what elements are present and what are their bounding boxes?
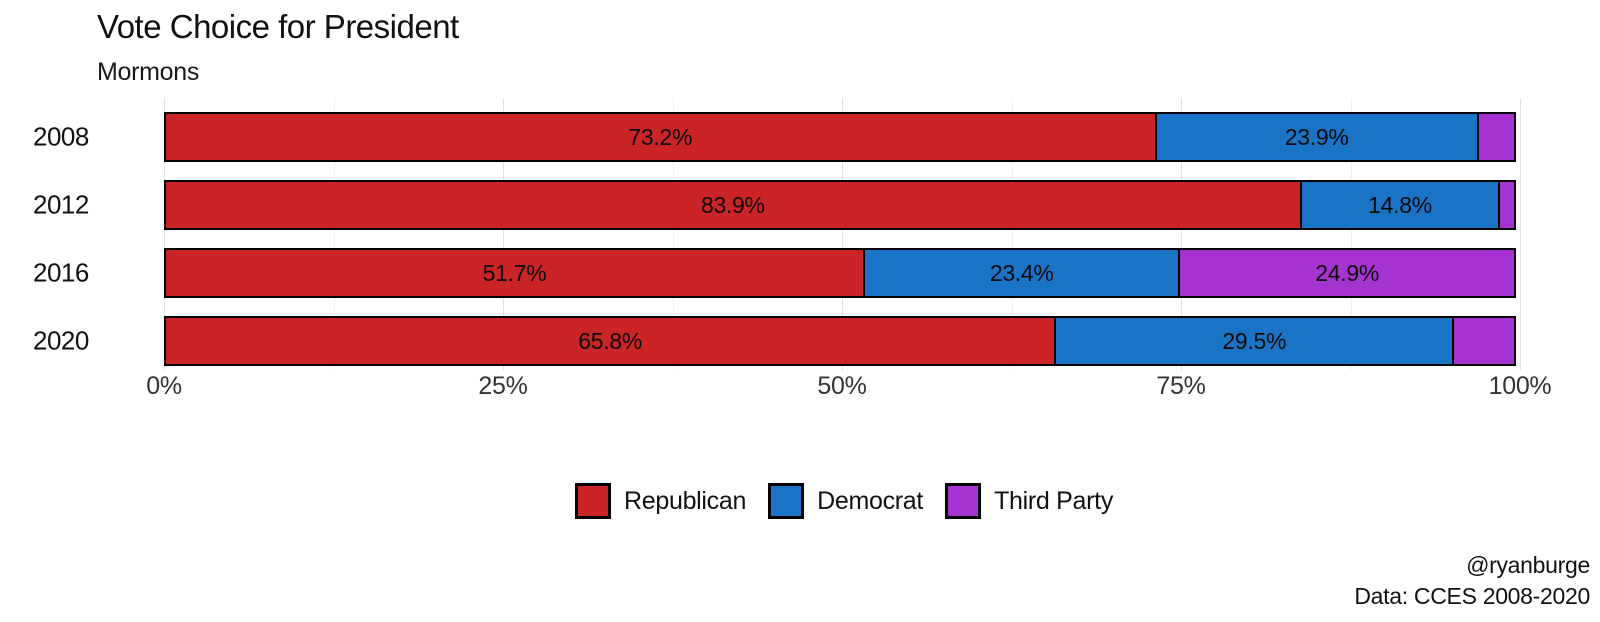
- segment-republican: 83.9%: [164, 180, 1302, 230]
- segment-third-party: [1452, 316, 1516, 366]
- segment-value-label: 23.9%: [1284, 123, 1349, 150]
- x-tick-label: 50%: [817, 372, 867, 400]
- segment-republican: 65.8%: [164, 316, 1057, 366]
- gridline-major: [1520, 98, 1521, 370]
- year-label: 2020: [33, 325, 89, 356]
- segment-value-label: 65.8%: [578, 327, 642, 354]
- segment-republican: 51.7%: [164, 248, 866, 298]
- x-tick-label: 0%: [146, 372, 182, 400]
- gridline-major: [503, 98, 504, 370]
- segment-third-party: [1476, 112, 1516, 162]
- legend-swatch: [945, 483, 982, 519]
- chart-title: Vote Choice for President: [97, 8, 459, 45]
- x-axis: 0% 25% 50% 75% 100%: [146, 372, 1551, 402]
- segment-third-party: 24.9%: [1178, 248, 1516, 298]
- segment-third-party: [1498, 180, 1516, 230]
- caption: @ryanburge Data: CCES 2008-2020: [1354, 550, 1590, 612]
- bar-rows: 2008 73.2% 23.9% 2012 83.9% 14.8% 2016 51.7% 23.…: [33, 112, 1520, 384]
- segment-democrat: 23.9%: [1154, 112, 1479, 162]
- gridline-minor: [672, 98, 674, 370]
- legend-label: Democrat: [817, 486, 924, 515]
- segment-value-label: 29.5%: [1222, 327, 1287, 354]
- legend-swatch: [768, 483, 805, 519]
- gridline-major: [1181, 98, 1182, 370]
- year-label: 2012: [33, 189, 89, 220]
- caption-handle: @ryanburge: [1466, 552, 1590, 578]
- segment-value-label: 73.2%: [628, 123, 693, 150]
- segment-value-label: 83.9%: [700, 191, 765, 218]
- legend-item-republican: Republican: [575, 483, 746, 519]
- bar-row-2016: 2016 51.7% 23.4% 24.9%: [33, 248, 1520, 298]
- plot-panel: [164, 98, 1521, 370]
- segment-value-label: 51.7%: [482, 259, 547, 286]
- bar-row-2012: 2012 83.9% 14.8%: [33, 180, 1520, 230]
- segment-democrat: 14.8%: [1299, 180, 1501, 230]
- bar-row-2020: 2020 65.8% 29.5%: [33, 316, 1520, 366]
- segment-value-label: 24.9%: [1315, 259, 1380, 286]
- gridline-minor: [1011, 98, 1013, 370]
- segment-democrat: 29.5%: [1054, 316, 1455, 366]
- x-tick-label: 75%: [1156, 372, 1206, 400]
- gridline-major: [164, 98, 165, 370]
- segment-democrat: 23.4%: [863, 248, 1181, 298]
- caption-source: Data: CCES 2008-2020: [1354, 583, 1590, 609]
- legend-label: Third Party: [994, 486, 1114, 515]
- legend-item-third-party: Third Party: [945, 483, 1113, 519]
- segment-republican: 73.2%: [164, 112, 1157, 162]
- legend-label: Republican: [624, 486, 747, 515]
- segment-value-label: 14.8%: [1368, 191, 1432, 218]
- legend-swatch: [575, 483, 611, 519]
- gridline-minor: [1350, 98, 1352, 370]
- year-label: 2016: [33, 257, 89, 288]
- legend-item-democrat: Democrat: [768, 483, 923, 519]
- gridline-minor: [333, 98, 335, 370]
- x-tick-label: 25%: [478, 372, 528, 400]
- year-label: 2008: [33, 121, 89, 152]
- chart-subtitle: Mormons: [97, 58, 200, 86]
- gridline-major: [842, 98, 843, 370]
- legend: Republican Democrat Third Party: [575, 483, 1113, 519]
- segment-value-label: 23.4%: [989, 259, 1054, 286]
- bar-row-2008: 2008 73.2% 23.9%: [33, 112, 1520, 162]
- x-tick-label: 100%: [1488, 372, 1552, 400]
